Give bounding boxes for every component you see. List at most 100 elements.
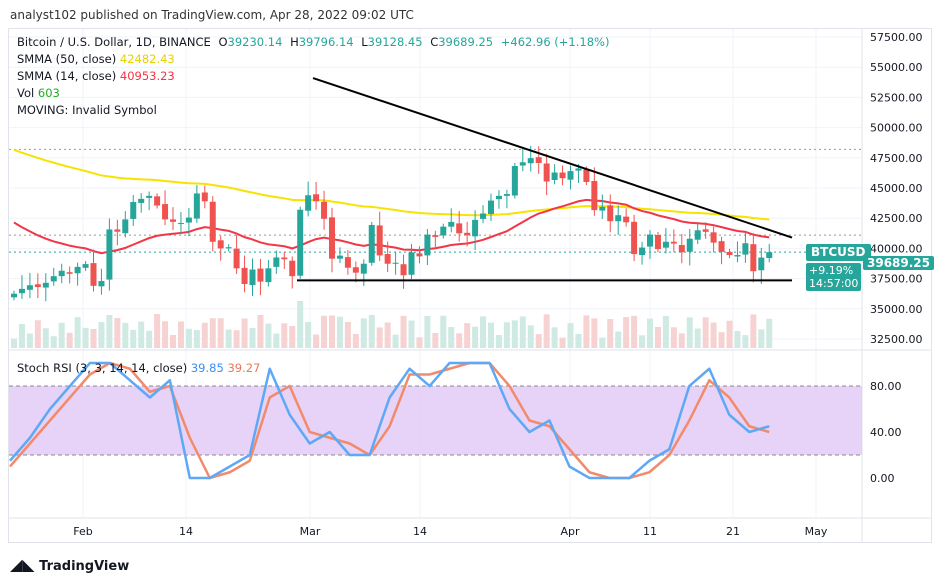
time-tick-label: 21	[726, 525, 740, 538]
candle-body	[265, 268, 272, 283]
candle-body	[551, 172, 558, 181]
candle-body	[503, 194, 510, 196]
candle-body	[392, 262, 399, 264]
price-tick-label: 55000.00	[870, 61, 923, 74]
price-tick-label: 32500.00	[870, 333, 923, 346]
volume-bar	[18, 324, 25, 348]
volume-bar	[352, 333, 359, 348]
volume-bar	[583, 315, 590, 348]
volume-bar	[273, 333, 280, 348]
candle-body	[615, 215, 622, 222]
tradingview-logo[interactable]: ◢◣ TradingView	[10, 555, 130, 574]
moving-legend[interactable]: MOVING: Invalid Symbol	[17, 103, 157, 117]
volume-bar	[718, 332, 725, 348]
candle-body	[488, 200, 494, 214]
price-change-pct: +9.19%	[809, 264, 854, 277]
candle-body	[352, 267, 359, 273]
volume-bar	[623, 317, 630, 348]
volume-bar	[146, 330, 153, 348]
candle-body	[329, 217, 335, 259]
candle-body	[718, 241, 725, 252]
candle-body	[185, 217, 192, 223]
smma14-legend[interactable]: SMMA (14, close) 40953.23	[17, 69, 175, 83]
volume-bar	[488, 322, 494, 348]
time-tick-label: Apr	[560, 525, 580, 538]
candle-body	[233, 248, 240, 269]
candle-body	[209, 201, 216, 242]
volume-bar	[440, 315, 447, 348]
volume-bar	[217, 318, 224, 348]
candle-body	[543, 163, 550, 182]
volume-bar	[50, 336, 57, 348]
volume-bar	[376, 327, 383, 348]
smma50-label: SMMA (50, close)	[17, 52, 117, 66]
candle-body	[193, 193, 200, 219]
volume-bar	[647, 318, 653, 348]
volume-bar	[138, 321, 145, 348]
candle-body	[726, 251, 733, 256]
candle-body	[464, 232, 471, 236]
volume-bar	[535, 334, 542, 348]
candle-body	[313, 194, 320, 202]
stoch-legend[interactable]: Stoch RSI (3, 3, 14, 14, close) 39.85 39…	[17, 361, 260, 375]
candle-body	[122, 219, 129, 234]
candle-body	[360, 263, 367, 274]
volume-bar	[750, 314, 757, 348]
volume-bar	[122, 322, 129, 348]
stoch-tick-label: 40.00	[870, 426, 902, 439]
candle-body	[702, 229, 709, 232]
candle-body	[678, 245, 685, 253]
candle-body	[11, 293, 17, 298]
volume-bar	[670, 327, 677, 348]
candle-body	[344, 257, 351, 268]
candle-body	[631, 221, 638, 255]
volume-bar	[456, 333, 463, 348]
time-tick-label: Mar	[300, 525, 321, 538]
volume-bar	[281, 323, 288, 348]
vol-value: 603	[37, 86, 60, 100]
publisher-line: analyst102 published on TradingView.com,…	[10, 8, 414, 22]
smma50-legend[interactable]: SMMA (50, close) 42482.43	[17, 52, 175, 66]
volume-bar	[185, 328, 192, 348]
candle-body	[639, 247, 646, 256]
time-tick-label: Feb	[73, 525, 92, 538]
candle-body	[305, 195, 312, 211]
candle-body	[432, 235, 439, 237]
symbol-name[interactable]: Bitcoin / U.S. Dollar, 1D, BINANCE	[17, 35, 211, 49]
volume-bar	[464, 323, 471, 348]
close-value: 39689.25	[438, 35, 494, 49]
candle-body	[559, 172, 566, 179]
volume-bar	[758, 329, 765, 348]
candle-body	[583, 169, 590, 182]
high-value: 39796.14	[298, 35, 354, 49]
candle-body	[734, 255, 741, 257]
volume-bar	[472, 326, 479, 348]
last-price-tag: 39689.25	[863, 256, 935, 270]
volume-bar	[639, 335, 646, 348]
volume-bar	[154, 314, 161, 348]
price-tick-label: 40000.00	[870, 242, 923, 255]
volume-bar	[384, 322, 391, 348]
candle-body	[758, 257, 765, 271]
volume-bar	[726, 320, 733, 348]
volume-bar	[130, 329, 137, 348]
descending-trendline	[312, 77, 793, 239]
time-tick-label: 14	[179, 525, 193, 538]
candle-body	[154, 196, 161, 206]
stoch-tick-label: 0.00	[870, 472, 895, 485]
candle-body	[241, 267, 248, 285]
volume-bar	[193, 330, 200, 348]
candle-body	[662, 241, 669, 248]
volume-bar	[313, 334, 320, 348]
volume-bar	[599, 337, 606, 348]
price-tick-label: 50000.00	[870, 122, 923, 135]
smma50-value: 42482.43	[119, 52, 175, 66]
volume-bar	[90, 329, 97, 348]
candle-body	[472, 219, 479, 237]
volume-bar	[170, 335, 176, 348]
volume-bar	[241, 318, 248, 348]
candle-body	[567, 171, 574, 180]
candle-body	[34, 284, 41, 288]
volume-legend[interactable]: Vol 603	[17, 86, 60, 100]
